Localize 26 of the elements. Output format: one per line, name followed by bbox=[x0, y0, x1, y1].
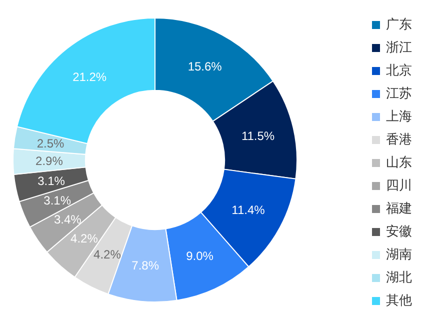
data-label: 4.2% bbox=[70, 232, 98, 246]
data-label: 2.5% bbox=[36, 136, 65, 150]
data-label: 2.9% bbox=[36, 154, 64, 168]
legend-label: 福建 bbox=[386, 202, 412, 216]
legend-label: 安徽 bbox=[386, 224, 412, 240]
legend-label: 湖南 bbox=[386, 248, 412, 262]
data-label: 15.6% bbox=[188, 60, 222, 74]
data-label: 11.5% bbox=[241, 129, 275, 144]
legend-label: 江苏 bbox=[386, 86, 412, 102]
data-label: 11.4% bbox=[232, 202, 266, 217]
data-label: 21.2% bbox=[72, 70, 107, 84]
data-label: 7.8% bbox=[132, 258, 160, 272]
data-label: 3.4% bbox=[54, 212, 82, 227]
legend-label: 上海 bbox=[386, 110, 412, 124]
data-label: 3.1% bbox=[44, 194, 72, 208]
data-label: 9.0% bbox=[186, 248, 214, 263]
data-label: 3.1% bbox=[38, 174, 66, 188]
legend-label: 浙江 bbox=[386, 40, 412, 56]
data-label: 4.2% bbox=[94, 247, 122, 262]
legend-label: 广东 bbox=[386, 18, 412, 32]
legend-label: 香港 bbox=[386, 132, 412, 148]
legend-label: 四川 bbox=[386, 178, 412, 194]
legend-label: 北京 bbox=[386, 64, 412, 78]
legend-label: 其他 bbox=[386, 294, 412, 308]
legend-label: 湖北 bbox=[386, 270, 412, 286]
legend-label: 山东 bbox=[386, 156, 412, 170]
